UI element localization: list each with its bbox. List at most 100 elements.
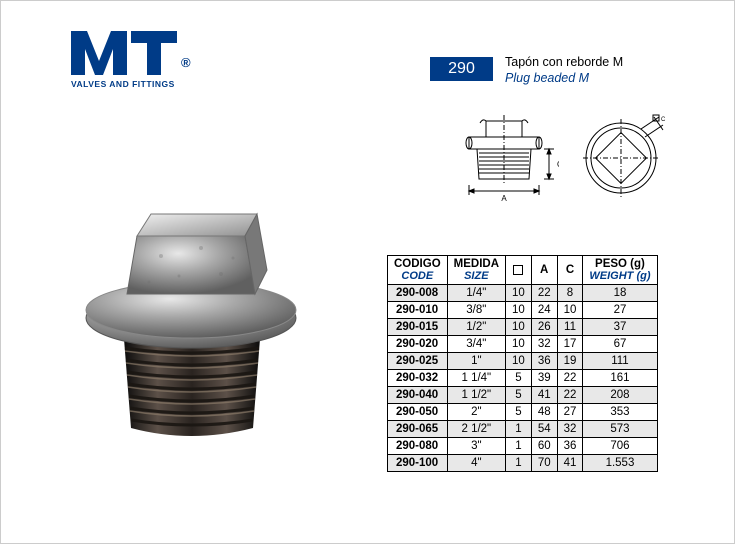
svg-text:A: A — [501, 194, 507, 203]
cell-sq: 10 — [506, 336, 532, 353]
cell-a: 70 — [531, 455, 557, 472]
cell-sq: 5 — [506, 404, 532, 421]
cell-c: 27 — [557, 404, 583, 421]
cell-weight: 27 — [583, 302, 657, 319]
cell-code: 290-008 — [388, 285, 448, 302]
cell-c: 22 — [557, 370, 583, 387]
cell-c: 17 — [557, 336, 583, 353]
cell-a: 54 — [531, 421, 557, 438]
cell-c: 22 — [557, 387, 583, 404]
col-weight-es: PESO (g) — [589, 258, 650, 270]
col-size-es: MEDIDA — [454, 258, 499, 270]
col-a-es: A — [538, 264, 551, 276]
cell-code: 290-100 — [388, 455, 448, 472]
cell-size: 1/4" — [447, 285, 505, 302]
cell-sq: 10 — [506, 353, 532, 370]
product-title-es: Tapón con reborde M — [505, 55, 623, 71]
cell-sq: 10 — [506, 285, 532, 302]
col-code-en: CODE — [394, 270, 441, 282]
cell-size: 2" — [447, 404, 505, 421]
mt-logo-icon — [69, 29, 179, 77]
col-c-es: C — [564, 264, 577, 276]
cell-a: 36 — [531, 353, 557, 370]
product-title: Tapón con reborde M Plug beaded M — [505, 55, 623, 86]
cell-code: 290-020 — [388, 336, 448, 353]
square-dim-icon — [513, 265, 523, 275]
cell-c: 10 — [557, 302, 583, 319]
cell-size: 1/2" — [447, 319, 505, 336]
cell-weight: 161 — [583, 370, 657, 387]
col-code: CODIGO CODE — [388, 256, 448, 285]
table-row: 290-0502"54827353 — [388, 404, 658, 421]
cell-sq: 1 — [506, 421, 532, 438]
cell-size: 1" — [447, 353, 505, 370]
cell-code: 290-032 — [388, 370, 448, 387]
cell-weight: 353 — [583, 404, 657, 421]
cell-c: 8 — [557, 285, 583, 302]
col-code-es: CODIGO — [394, 258, 441, 270]
cell-code: 290-025 — [388, 353, 448, 370]
table-row: 290-0401 1/2"54122208 — [388, 387, 658, 404]
cell-sq: 10 — [506, 302, 532, 319]
cell-code: 290-065 — [388, 421, 448, 438]
col-size: MEDIDA SIZE — [447, 256, 505, 285]
cell-a: 22 — [531, 285, 557, 302]
spec-table-body: 290-0081/4"1022818290-0103/8"10241027290… — [388, 285, 658, 472]
cell-weight: 67 — [583, 336, 657, 353]
cell-size: 1 1/2" — [447, 387, 505, 404]
svg-text:C: C — [661, 117, 666, 123]
product-title-en: Plug beaded M — [505, 71, 623, 87]
cell-code: 290-010 — [388, 302, 448, 319]
cell-a: 32 — [531, 336, 557, 353]
product-code-badge: 290 — [430, 57, 493, 81]
table-row: 290-0321 1/4"53922161 — [388, 370, 658, 387]
cell-a: 26 — [531, 319, 557, 336]
col-c: C — [557, 256, 583, 285]
cell-a: 24 — [531, 302, 557, 319]
cell-code: 290-040 — [388, 387, 448, 404]
technical-drawings: A C C — [449, 113, 699, 203]
table-row: 290-0103/8"10241027 — [388, 302, 658, 319]
brand-tagline: VALVES AND FITTINGS — [69, 79, 219, 89]
table-row: 290-1004"170411.553 — [388, 455, 658, 472]
cell-sq: 5 — [506, 370, 532, 387]
cell-a: 60 — [531, 438, 557, 455]
spec-table-header: CODIGO CODE MEDIDA SIZE A C PESO (g) WEI… — [388, 256, 658, 285]
cell-size: 3" — [447, 438, 505, 455]
table-row: 290-0203/4"10321767 — [388, 336, 658, 353]
col-sq — [506, 256, 532, 285]
cell-code: 290-080 — [388, 438, 448, 455]
cell-weight: 706 — [583, 438, 657, 455]
table-row: 290-0081/4"1022818 — [388, 285, 658, 302]
cell-size: 2 1/2" — [447, 421, 505, 438]
col-size-en: SIZE — [454, 270, 499, 282]
cell-c: 36 — [557, 438, 583, 455]
table-row: 290-0803"16036706 — [388, 438, 658, 455]
cell-sq: 1 — [506, 438, 532, 455]
cell-c: 11 — [557, 319, 583, 336]
cell-size: 3/8" — [447, 302, 505, 319]
spec-table: CODIGO CODE MEDIDA SIZE A C PESO (g) WEI… — [387, 255, 658, 472]
cell-size: 3/4" — [447, 336, 505, 353]
cell-c: 32 — [557, 421, 583, 438]
cell-size: 1 1/4" — [447, 370, 505, 387]
table-row: 290-0251"103619111 — [388, 353, 658, 370]
cell-size: 4" — [447, 455, 505, 472]
drawing-side-view: A C — [449, 113, 559, 203]
cell-a: 48 — [531, 404, 557, 421]
cell-a: 39 — [531, 370, 557, 387]
svg-text:C: C — [557, 160, 559, 169]
cell-c: 41 — [557, 455, 583, 472]
table-row: 290-0652 1/2"15432573 — [388, 421, 658, 438]
cell-weight: 1.553 — [583, 455, 657, 472]
registered-symbol: ® — [181, 55, 191, 70]
cell-sq: 1 — [506, 455, 532, 472]
cell-c: 19 — [557, 353, 583, 370]
drawing-top-view: C — [581, 113, 671, 203]
col-a: A — [531, 256, 557, 285]
col-weight: PESO (g) WEIGHT (g) — [583, 256, 657, 285]
cell-weight: 573 — [583, 421, 657, 438]
cell-a: 41 — [531, 387, 557, 404]
brand-logo: ® VALVES AND FITTINGS — [69, 29, 219, 89]
cell-weight: 18 — [583, 285, 657, 302]
